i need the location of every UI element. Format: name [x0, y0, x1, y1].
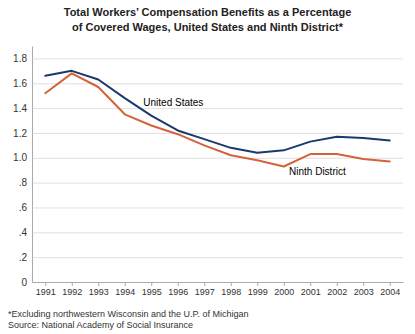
- y-tick-label: .2: [19, 252, 28, 263]
- title: Total Workers’ Compensation Benefits as …: [64, 6, 352, 18]
- y-tick-label: 1.2: [13, 128, 27, 139]
- tick-mark: [284, 282, 285, 286]
- y-tick: .4: [19, 227, 403, 238]
- tick-mark: [72, 282, 73, 286]
- y-tick: .8: [19, 177, 403, 188]
- footnote: Source: National Academy of Social Insur…: [8, 320, 193, 330]
- x-tick-label: 2003: [354, 287, 374, 297]
- y-tick-label: .6: [19, 202, 28, 213]
- grid-line: [32, 207, 403, 208]
- y-tick: 1.8: [13, 53, 403, 64]
- tick-mark: [337, 282, 338, 286]
- annotation: Ninth District: [289, 166, 346, 177]
- tick-mark: [125, 282, 126, 286]
- y-tick-label: 1.8: [13, 53, 27, 64]
- grid-line: [32, 158, 403, 159]
- annotation: United States: [143, 97, 203, 108]
- x-tick: 1992: [62, 282, 82, 297]
- tick-mark: [178, 282, 179, 286]
- tick-mark: [231, 282, 232, 286]
- y-tick: 1.0: [13, 152, 403, 163]
- grid-line: [32, 183, 403, 184]
- x-tick: 2003: [354, 282, 374, 297]
- x-tick-label: 1999: [248, 287, 268, 297]
- lines: [45, 71, 390, 167]
- y-tick: .2: [19, 252, 403, 263]
- series-line: [45, 73, 390, 166]
- x-tick: 1998: [221, 282, 241, 297]
- x-tick-label: 1994: [115, 287, 135, 297]
- tick-mark: [363, 282, 364, 286]
- x-tick: 1994: [115, 282, 135, 297]
- x-tick-label: 1998: [221, 287, 241, 297]
- x-tick-label: 2002: [327, 287, 347, 297]
- x-tick: 2004: [380, 282, 400, 297]
- plot: 0 .2 .4 .6 .8 1.0 1.2 1.4 1.6 1.8 1991 1992 1993 1994…: [13, 47, 403, 298]
- chart: Total Workers’ Compensation Benefits as …: [0, 0, 415, 334]
- y-tick: 1.4: [13, 103, 403, 114]
- y-axis-line: [32, 47, 33, 283]
- y-tick-label: .8: [19, 177, 28, 188]
- grid-line: [32, 232, 403, 233]
- x-tick-label: 2004: [380, 287, 400, 297]
- grid-line: [32, 83, 403, 84]
- y-tick-label: 0: [21, 277, 27, 288]
- y-axis: 0 .2 .4 .6 .8 1.0 1.2 1.4 1.6 1.8: [13, 47, 403, 288]
- tick-mark: [310, 282, 311, 286]
- x-axis-line: [33, 282, 404, 283]
- tick-mark: [151, 282, 152, 286]
- y-tick-label: 1.4: [13, 103, 27, 114]
- y-tick-label: .4: [19, 227, 28, 238]
- x-tick: 1999: [248, 282, 268, 297]
- x-tick-label: 1991: [36, 287, 56, 297]
- tick-mark: [257, 282, 258, 286]
- grid-line: [32, 133, 403, 134]
- subtitle: of Covered Wages, United States and Nint…: [72, 21, 344, 33]
- grid-line: [32, 257, 403, 258]
- grid-line: [32, 108, 403, 109]
- x-tick-label: 1995: [142, 287, 162, 297]
- x-tick-label: 1993: [89, 287, 109, 297]
- grid-line: [32, 282, 403, 283]
- x-tick: 2000: [274, 282, 294, 297]
- footnote: *Excluding northwestern Wisconsin and th…: [8, 309, 248, 319]
- x-tick: 1996: [168, 282, 188, 297]
- y-tick: .6: [19, 202, 403, 213]
- x-tick-label: 1992: [62, 287, 82, 297]
- tick-mark: [390, 282, 391, 286]
- grid-line: [32, 58, 403, 59]
- x-tick-label: 1997: [195, 287, 215, 297]
- x-tick: 1991: [36, 282, 56, 297]
- x-axis: 1991 1992 1993 1994 1995 1996 1997 1998 1999 2000…: [33, 282, 404, 297]
- x-tick: 1995: [142, 282, 162, 297]
- y-tick-label: 1.0: [13, 152, 27, 163]
- tick-mark: [98, 282, 99, 286]
- x-tick: 2001: [301, 282, 321, 297]
- x-tick-label: 2001: [301, 287, 321, 297]
- y-tick: 0: [21, 277, 403, 288]
- x-tick: 1997: [195, 282, 215, 297]
- series-line: [45, 71, 390, 153]
- tick-mark: [204, 282, 205, 286]
- x-tick: 1993: [89, 282, 109, 297]
- tick-mark: [45, 282, 46, 286]
- y-tick: 1.6: [13, 78, 403, 89]
- x-tick: 2002: [327, 282, 347, 297]
- x-tick-label: 1996: [168, 287, 188, 297]
- y-tick-label: 1.6: [13, 78, 27, 89]
- x-tick-label: 2000: [274, 287, 294, 297]
